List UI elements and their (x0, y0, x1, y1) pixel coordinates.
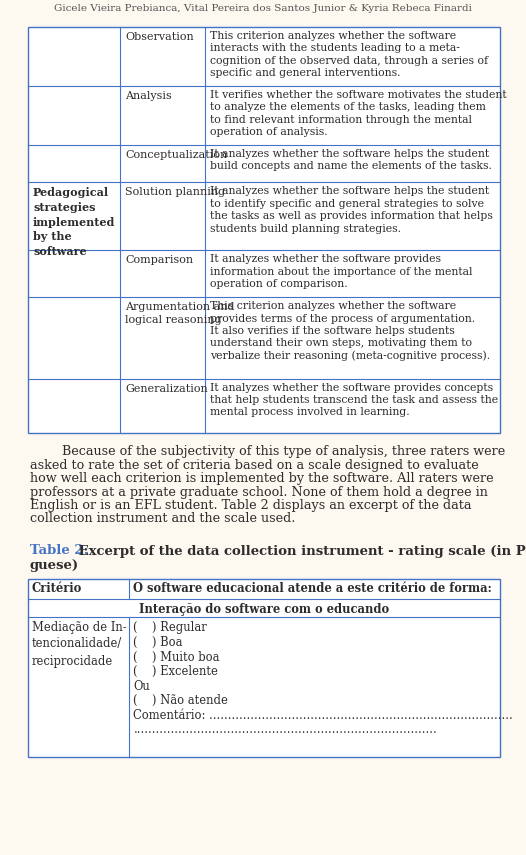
Text: Conceptualization: Conceptualization (125, 150, 227, 160)
Text: Generalization: Generalization (125, 384, 208, 393)
Text: how well each criterion is implemented by the software. All raters were: how well each criterion is implemented b… (30, 472, 493, 485)
Text: ................................................................................: ........................................… (134, 723, 437, 736)
Text: Analysis: Analysis (125, 91, 172, 101)
Text: It analyzes whether the software helps the student
build concepts and name the e: It analyzes whether the software helps t… (210, 149, 492, 171)
Text: Comentário: ....................................................................: Comentário: ............................… (134, 709, 513, 722)
Text: (    ) Boa: ( ) Boa (134, 636, 183, 649)
Text: Interação do software com o educando: Interação do software com o educando (139, 603, 389, 616)
Text: O software educacional atende a este critério de forma:: O software educacional atende a este cri… (134, 582, 492, 595)
Text: Ou: Ou (134, 680, 150, 693)
Text: It analyzes whether the software provides concepts
that help students transcend : It analyzes whether the software provide… (210, 383, 498, 417)
Text: Mediação de In-
tencionalidade/
reciprocidade: Mediação de In- tencionalidade/ reciproc… (32, 621, 127, 668)
Text: guese): guese) (30, 559, 79, 573)
Text: This criterion analyzes whether the software
provides terms of the process of ar: This criterion analyzes whether the soft… (210, 301, 490, 362)
Bar (28, 579, 500, 757)
Text: It verifies whether the software motivates the student
to analyze the elements o: It verifies whether the software motivat… (210, 90, 507, 137)
Text: Critério: Critério (32, 582, 82, 595)
Text: (    ) Não atende: ( ) Não atende (134, 694, 228, 707)
Text: It analyzes whether the software helps the student
to identify specific and gene: It analyzes whether the software helps t… (210, 186, 493, 233)
Text: professors at a private graduate school. None of them hold a degree in: professors at a private graduate school.… (30, 486, 488, 498)
Text: Solution planning: Solution planning (125, 187, 225, 198)
Text: (    ) Muito boa: ( ) Muito boa (134, 651, 220, 663)
Text: Table 2:: Table 2: (30, 545, 88, 557)
Text: collection instrument and the scale used.: collection instrument and the scale used… (30, 512, 296, 526)
Text: Pedagogical
strategies
implemented
by the
software: Pedagogical strategies implemented by th… (33, 187, 115, 256)
Text: English or is an EFL student. Table 2 displays an excerpt of the data: English or is an EFL student. Table 2 di… (30, 499, 471, 512)
Text: Excerpt of the data collection instrument - rating scale (in Portu-: Excerpt of the data collection instrumen… (74, 545, 526, 557)
Text: (    ) Regular: ( ) Regular (134, 622, 207, 634)
Text: This criterion analyzes whether the software
interacts with the students leading: This criterion analyzes whether the soft… (210, 31, 488, 78)
Text: asked to rate the set of criteria based on a scale designed to evaluate: asked to rate the set of criteria based … (30, 458, 479, 471)
Text: It analyzes whether the software provides
information about the importance of th: It analyzes whether the software provide… (210, 255, 472, 289)
Text: Observation: Observation (125, 32, 194, 42)
Text: Comparison: Comparison (125, 256, 193, 265)
Text: (    ) Excelente: ( ) Excelente (134, 665, 218, 678)
Bar (28, 27, 500, 433)
Text: Because of the subjectivity of this type of analysis, three raters were: Because of the subjectivity of this type… (30, 445, 505, 458)
Text: Argumentation and
logical reasoning: Argumentation and logical reasoning (125, 302, 235, 325)
Text: Gicele Vieira Prebianca, Vital Pereira dos Santos Junior & Kyria Rebeca Finardi: Gicele Vieira Prebianca, Vital Pereira d… (54, 4, 472, 13)
